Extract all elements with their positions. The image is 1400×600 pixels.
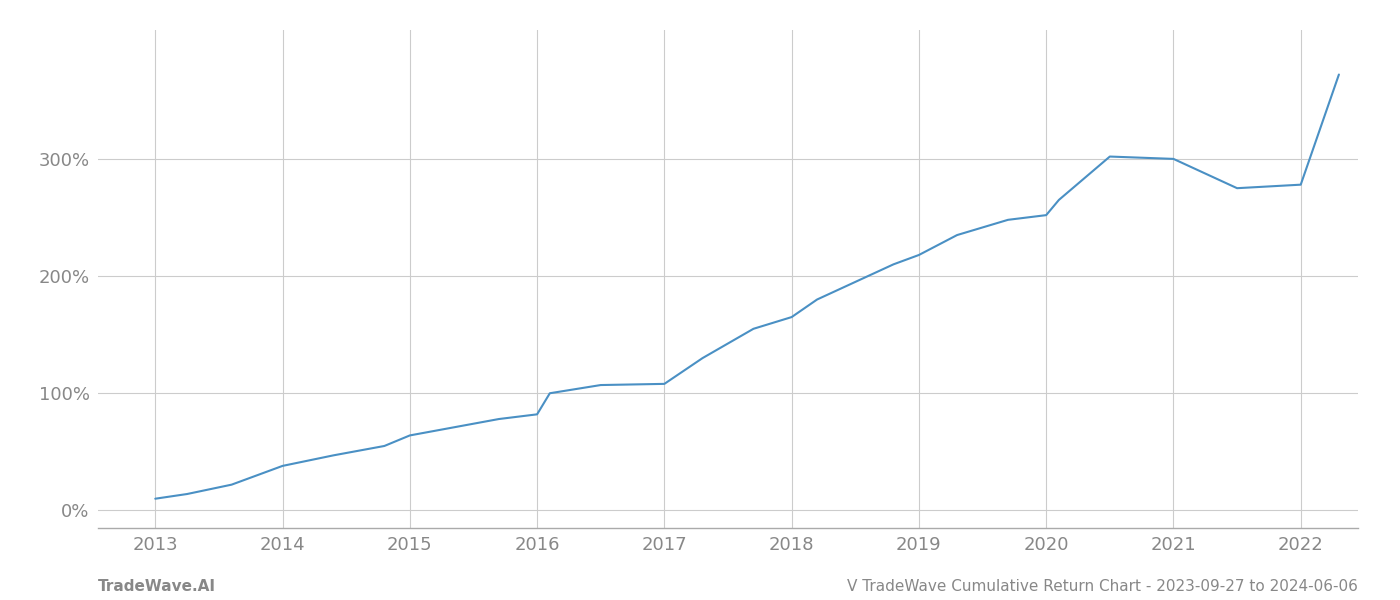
Text: TradeWave.AI: TradeWave.AI	[98, 579, 216, 594]
Text: V TradeWave Cumulative Return Chart - 2023-09-27 to 2024-06-06: V TradeWave Cumulative Return Chart - 20…	[847, 579, 1358, 594]
